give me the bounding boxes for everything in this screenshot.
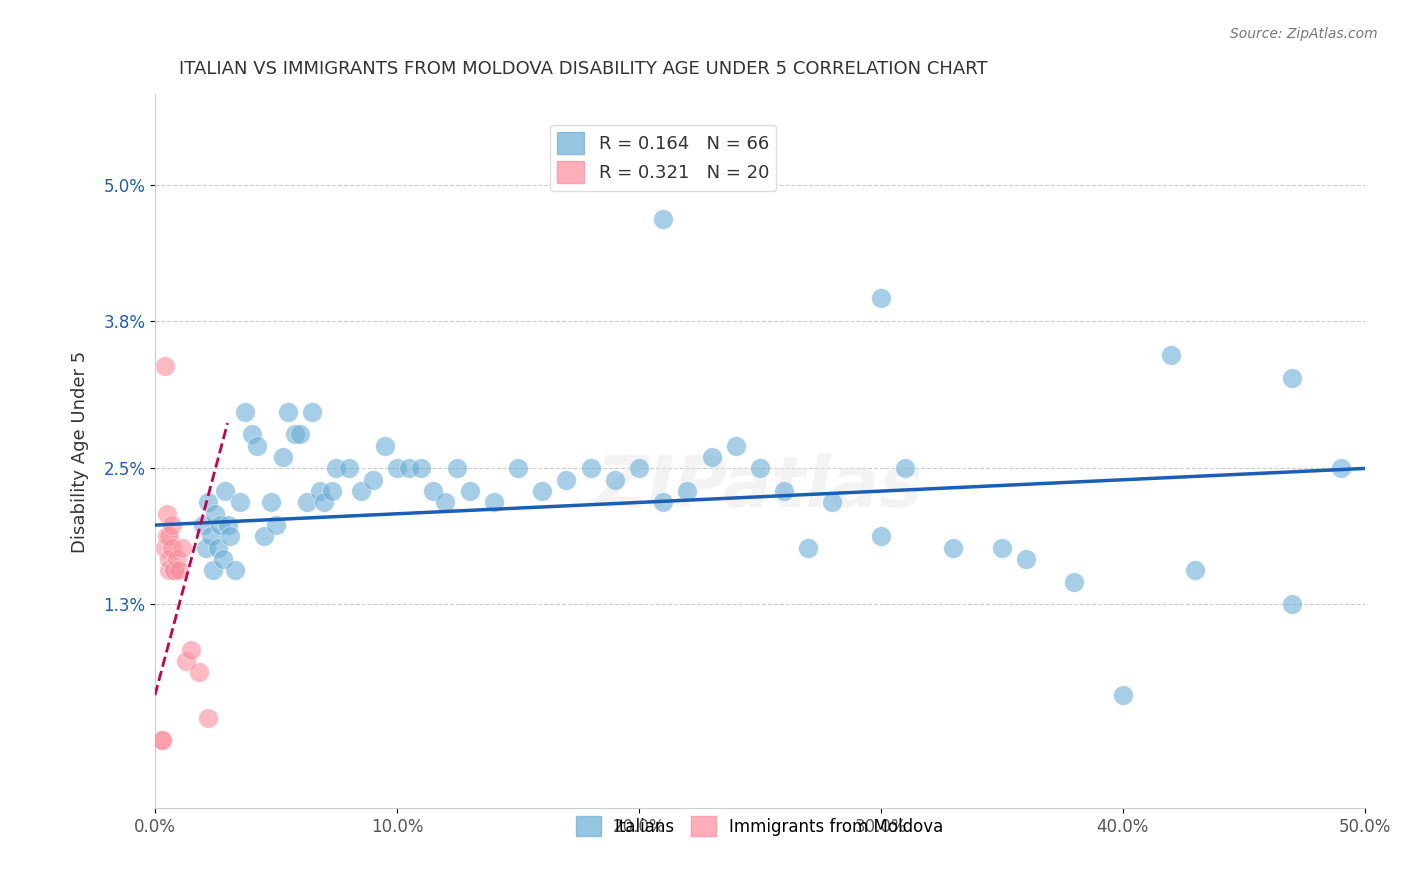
- Point: [153, 359, 176, 374]
- Point: [434, 495, 457, 509]
- Point: [163, 564, 186, 578]
- Point: [446, 461, 468, 475]
- Point: [200, 529, 222, 543]
- Point: [228, 495, 250, 509]
- Point: [1112, 688, 1135, 702]
- Point: [797, 541, 820, 555]
- Point: [627, 461, 650, 475]
- Point: [233, 405, 256, 419]
- Legend: Italians, Immigrants from Moldova: Italians, Immigrants from Moldova: [569, 809, 950, 843]
- Point: [482, 495, 505, 509]
- Point: [284, 427, 307, 442]
- Point: [277, 405, 299, 419]
- Point: [652, 212, 675, 227]
- Point: [748, 461, 770, 475]
- Point: [224, 564, 246, 578]
- Point: [894, 461, 917, 475]
- Point: [1281, 371, 1303, 385]
- Point: [1063, 574, 1085, 589]
- Point: [385, 461, 408, 475]
- Point: [197, 495, 219, 509]
- Point: [288, 427, 311, 442]
- Point: [870, 529, 893, 543]
- Point: [204, 507, 226, 521]
- Point: [159, 564, 181, 578]
- Point: [724, 439, 747, 453]
- Point: [301, 405, 323, 419]
- Point: [150, 733, 173, 747]
- Point: [603, 473, 626, 487]
- Point: [156, 529, 179, 543]
- Point: [555, 473, 578, 487]
- Point: [325, 461, 347, 475]
- Point: [314, 495, 336, 509]
- Point: [170, 541, 193, 555]
- Point: [159, 552, 181, 566]
- Point: [458, 484, 481, 499]
- Point: [1160, 348, 1182, 362]
- Point: [1281, 598, 1303, 612]
- Point: [942, 541, 965, 555]
- Point: [652, 495, 675, 509]
- Point: [219, 529, 242, 543]
- Point: [166, 552, 188, 566]
- Point: [297, 495, 319, 509]
- Point: [153, 541, 176, 555]
- Point: [180, 642, 202, 657]
- Point: [209, 518, 232, 533]
- Point: [207, 541, 229, 555]
- Point: [156, 507, 179, 521]
- Text: ITALIAN VS IMMIGRANTS FROM MOLDOVA DISABILITY AGE UNDER 5 CORRELATION CHART: ITALIAN VS IMMIGRANTS FROM MOLDOVA DISAB…: [179, 60, 988, 78]
- Point: [350, 484, 373, 499]
- Point: [240, 427, 263, 442]
- Point: [260, 495, 283, 509]
- Point: [193, 518, 215, 533]
- Point: [579, 461, 602, 475]
- Point: [398, 461, 420, 475]
- Point: [271, 450, 294, 464]
- Y-axis label: Disability Age Under 5: Disability Age Under 5: [72, 351, 89, 552]
- Point: [374, 439, 396, 453]
- Point: [253, 529, 276, 543]
- Point: [167, 564, 190, 578]
- Point: [506, 461, 529, 475]
- Point: [1184, 564, 1206, 578]
- Point: [821, 495, 844, 509]
- Point: [870, 292, 893, 306]
- Point: [773, 484, 796, 499]
- Point: [337, 461, 360, 475]
- Point: [411, 461, 433, 475]
- Point: [211, 552, 233, 566]
- Point: [422, 484, 444, 499]
- Point: [531, 484, 554, 499]
- Point: [187, 665, 209, 680]
- Point: [150, 733, 173, 747]
- Point: [159, 529, 181, 543]
- Point: [160, 518, 183, 533]
- Point: [1015, 552, 1038, 566]
- Point: [214, 484, 236, 499]
- Point: [361, 473, 384, 487]
- Point: [246, 439, 269, 453]
- Point: [321, 484, 343, 499]
- Point: [991, 541, 1014, 555]
- Point: [163, 564, 186, 578]
- Point: [676, 484, 699, 499]
- Point: [700, 450, 723, 464]
- Point: [160, 541, 183, 555]
- Text: Source: ZipAtlas.com: Source: ZipAtlas.com: [1230, 27, 1378, 41]
- Point: [176, 654, 198, 668]
- Point: [308, 484, 330, 499]
- Point: [202, 564, 225, 578]
- Point: [197, 711, 219, 725]
- Text: ZIPatlas: ZIPatlas: [596, 452, 924, 522]
- Point: [1329, 461, 1351, 475]
- Point: [264, 518, 287, 533]
- Point: [194, 541, 217, 555]
- Point: [217, 518, 239, 533]
